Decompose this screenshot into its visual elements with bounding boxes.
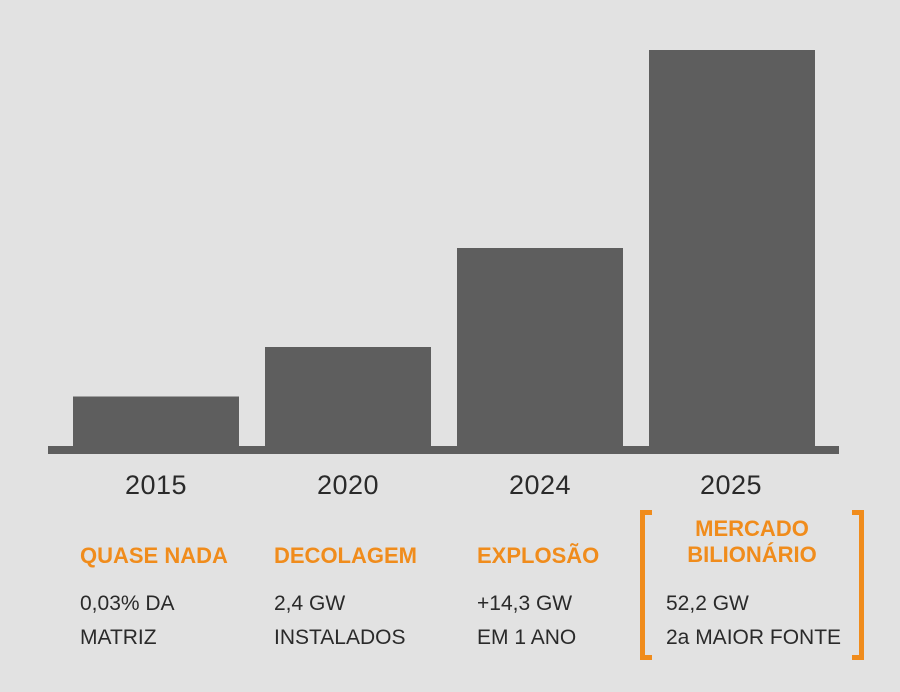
bar-2020: [265, 347, 431, 446]
headline-quase-nada: QUASE NADA: [80, 543, 228, 568]
headline-decolagem: DECOLAGEM: [274, 543, 417, 568]
desc-2020-line1: 2,4 GW: [274, 592, 346, 615]
highlight-bracket-right: [852, 510, 864, 660]
desc-2024-line1: +14,3 GW: [477, 592, 573, 615]
bar-2024: [457, 248, 623, 446]
year-label-2024: 2024: [508, 470, 572, 500]
desc-2024-line2: EM 1 ANO: [477, 626, 577, 649]
year-label-2020: 2020: [316, 470, 380, 500]
headline-explosao: EXPLOSÃO: [477, 543, 600, 568]
headline-mercado: MERCADO: [695, 516, 809, 541]
year-label-2015: 2015: [124, 470, 188, 500]
bar-2015: [73, 396, 239, 446]
desc-2015-line1: 0,03% DA: [80, 592, 175, 615]
desc-2020-line2: INSTALADOS: [274, 626, 406, 649]
chart-baseline: [48, 446, 839, 454]
desc-2025-line1: 52,2 GW: [666, 592, 749, 615]
bar-chart: [48, 50, 839, 454]
desc-2025-line2: 2a MAIOR FONTE: [666, 626, 842, 649]
year-label-2025: 2025: [699, 470, 763, 500]
headline-bilionario: BILIONÁRIO: [687, 542, 817, 567]
bar-2025: [649, 50, 815, 446]
desc-2015-line2: MATRIZ: [80, 626, 157, 649]
bars-group: [73, 50, 815, 446]
highlight-bracket-left: [640, 510, 652, 660]
